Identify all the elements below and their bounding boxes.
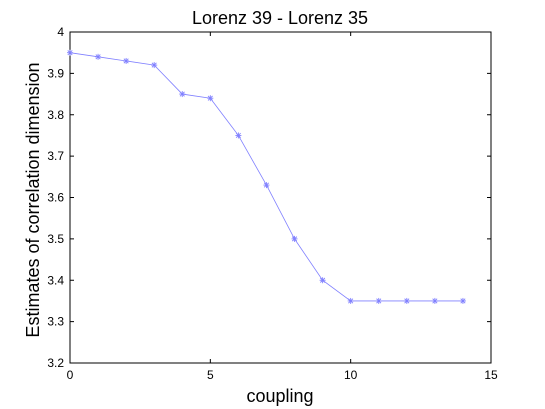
x-tick-label: 5: [207, 368, 214, 382]
data-point-asterisk: [151, 62, 158, 69]
x-tick-label: 0: [67, 368, 74, 382]
data-point-asterisk: [179, 91, 186, 98]
axis-ticks: 0 5 10 15 3.2 3.3 3.4 3.5 3.6 3.7 3.8 3.9 4: [47, 25, 498, 382]
data-point-asterisk: [123, 57, 130, 64]
chart-title: Lorenz 39 - Lorenz 35: [192, 8, 368, 28]
y-tick-label: 3.9: [47, 66, 64, 80]
y-tick-label: 3.2: [47, 356, 64, 370]
data-point-asterisk: [403, 297, 410, 304]
y-axis-label: Estimates of correlation dimension: [23, 62, 43, 337]
y-tick-label: 3.3: [47, 315, 64, 329]
y-tick-label: 4: [57, 25, 64, 39]
y-tick-label: 3.8: [47, 108, 64, 122]
plot-area: [69, 31, 492, 364]
data-point-asterisk: [207, 95, 214, 102]
x-tick-label: 10: [344, 368, 358, 382]
data-point-asterisk: [375, 297, 382, 304]
x-axis-label: coupling: [246, 386, 313, 406]
x-tick-label: 15: [484, 368, 498, 382]
data-point-asterisk: [347, 297, 354, 304]
y-tick-label: 3.4: [47, 273, 64, 287]
y-tick-label: 3.6: [47, 191, 64, 205]
data-point-asterisk: [95, 53, 102, 60]
data-point-asterisk: [319, 277, 326, 284]
data-point-asterisk: [431, 297, 438, 304]
y-tick-label: 3.5: [47, 232, 64, 246]
data-point-asterisk: [291, 235, 298, 242]
y-tick-label: 3.7: [47, 149, 64, 163]
data-point-asterisk: [235, 132, 242, 139]
data-point-asterisk: [263, 182, 270, 189]
data-point-asterisk: [459, 297, 466, 304]
series-layer: [67, 49, 466, 304]
data-point-asterisk: [67, 49, 73, 56]
